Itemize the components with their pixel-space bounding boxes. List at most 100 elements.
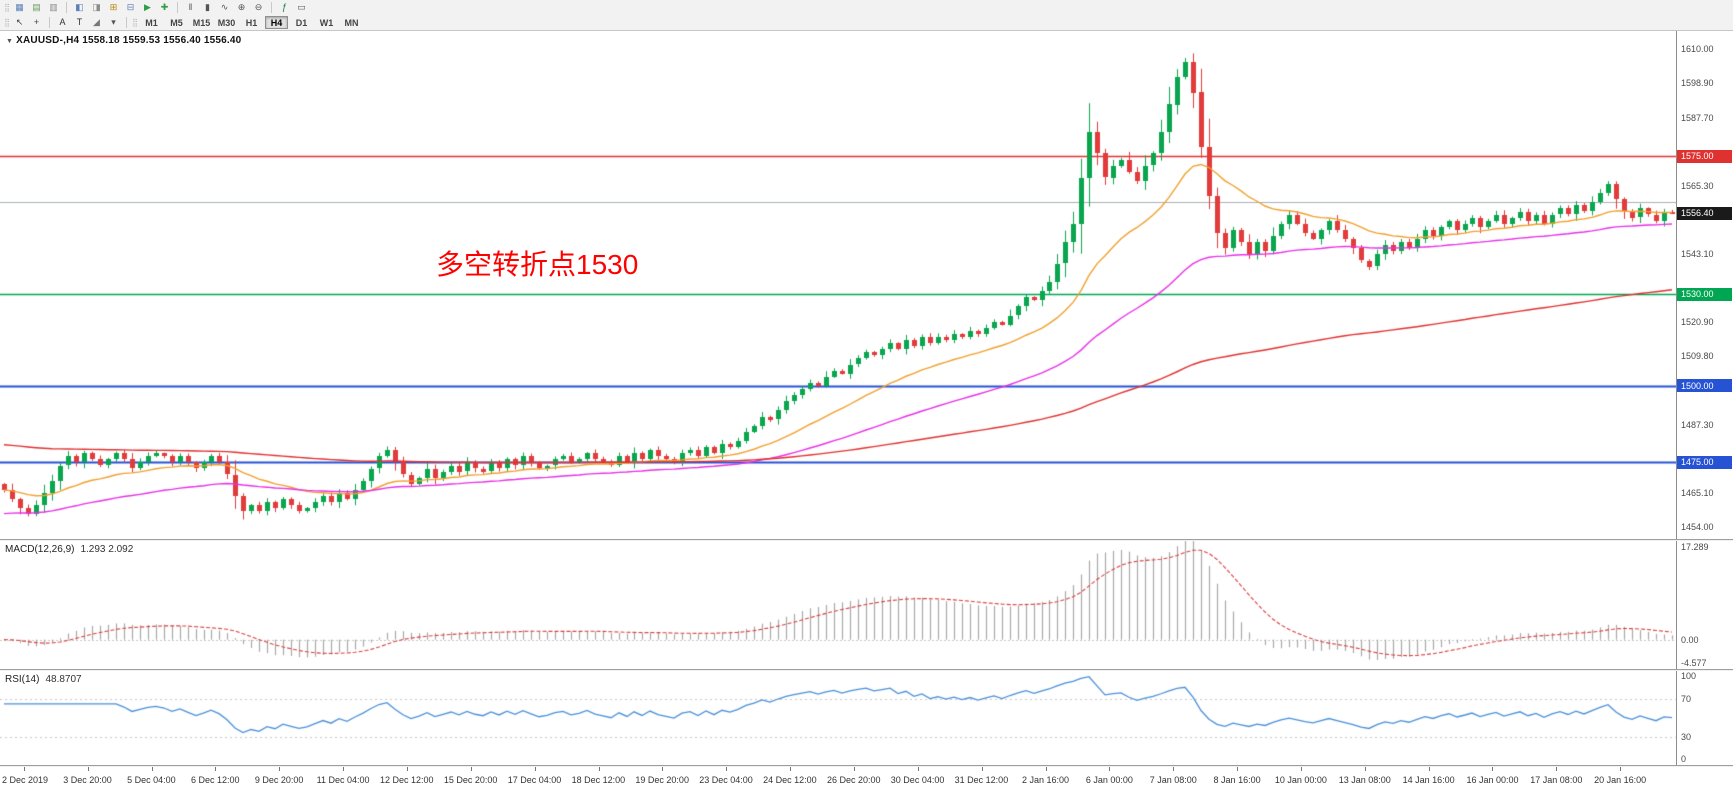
time-axis-tick bbox=[88, 767, 89, 771]
time-axis-label: 11 Dec 04:00 bbox=[316, 775, 370, 785]
line-chart-icon[interactable]: ∿ bbox=[220, 2, 229, 12]
chart-window: ▼ XAUUSD-,H4 1558.18 1559.53 1556.40 1556… bbox=[0, 31, 1733, 795]
toolbar-handle-icon: ⣿ bbox=[4, 2, 10, 12]
time-axis-label: 20 Jan 16:00 bbox=[1594, 775, 1647, 785]
crosshair-tool-icon[interactable]: + bbox=[33, 17, 40, 27]
time-axis-tick bbox=[1556, 767, 1557, 771]
time-axis-label: 26 Dec 20:00 bbox=[826, 775, 881, 785]
time-axis-label: 10 Jan 00:00 bbox=[1274, 775, 1327, 785]
toolbar-row-2: ⣿ ↖ + A T ◢ ▾ ⣿ M1 M5 M15 M30 H1 H4 D1 W1 MN bbox=[0, 15, 1733, 30]
price-axis-border bbox=[1676, 31, 1677, 793]
macd-panel: MACD(12,26,9) 1.293 2.092 17.289 0.00 -4.57… bbox=[0, 541, 1733, 669]
annotation-text[interactable]: 多空转折点1530 bbox=[436, 249, 639, 280]
chart-title: ▼ XAUUSD-,H4 1558.18 1559.53 1556.40 1556… bbox=[6, 35, 241, 46]
panel-separator[interactable] bbox=[0, 669, 1733, 671]
macd-label: MACD(12,26,9) 1.293 2.092 bbox=[5, 544, 133, 555]
bar-chart-icon[interactable]: ‖ bbox=[188, 2, 193, 12]
time-axis-label: 7 Jan 08:00 bbox=[1149, 775, 1197, 785]
time-axis-label: 5 Dec 04:00 bbox=[127, 775, 176, 785]
rsi-canvas[interactable] bbox=[0, 671, 1676, 765]
time-axis-tick bbox=[1237, 767, 1238, 771]
candlestick-chart-icon[interactable]: ▮ bbox=[205, 2, 210, 12]
price-badge-1556.40: 1556.40 bbox=[1677, 206, 1732, 220]
macd-canvas[interactable] bbox=[0, 541, 1676, 669]
time-axis[interactable]: 2 Dec 2019 3 Dec 20:00 5 Dec 04:00 6 Dec 12… bbox=[0, 767, 1733, 793]
time-axis-label: 24 Dec 12:00 bbox=[763, 775, 817, 785]
toolbar-separator bbox=[177, 2, 178, 13]
rsi-axis-tick: 70 bbox=[1681, 694, 1692, 705]
time-axis-tick bbox=[535, 767, 536, 771]
toolbar-separator bbox=[126, 17, 127, 28]
font-tool-icon[interactable]: T bbox=[76, 17, 83, 27]
new-chart-icon[interactable]: ✚ bbox=[160, 2, 169, 12]
macd-name: MACD(12,26,9) bbox=[5, 544, 75, 555]
shapes-tool-icon[interactable]: ◢ bbox=[93, 17, 100, 27]
time-axis-tick bbox=[471, 767, 472, 771]
price-badge-1475.00: 1475.00 bbox=[1677, 455, 1732, 469]
text-label-tool-icon[interactable]: A bbox=[59, 17, 66, 27]
time-axis-tick bbox=[1620, 767, 1621, 771]
timeframe-button-W1[interactable]: W1 bbox=[319, 17, 334, 28]
zoom-out-icon[interactable]: ⊖ bbox=[254, 2, 263, 12]
time-axis-label: 18 Dec 12:00 bbox=[571, 775, 626, 785]
time-axis-label: 15 Dec 20:00 bbox=[443, 775, 498, 785]
new-order-icon[interactable]: ▦ bbox=[15, 2, 24, 12]
price-chart-panel: ▼ XAUUSD-,H4 1558.18 1559.53 1556.40 1556… bbox=[0, 31, 1733, 539]
price-axis-tick: 1520.90 bbox=[1681, 317, 1714, 328]
timeframe-button-D1[interactable]: D1 bbox=[295, 17, 308, 28]
autotrading-icon[interactable]: ▶ bbox=[144, 2, 151, 12]
cursor-tool-icon[interactable]: ↖ bbox=[15, 17, 24, 27]
time-axis-tick bbox=[662, 767, 663, 771]
macd-axis-tick: 0.00 bbox=[1681, 634, 1699, 645]
price-axis-tick: 1565.30 bbox=[1681, 181, 1714, 192]
time-axis-label: 23 Dec 04:00 bbox=[699, 775, 753, 785]
timeframe-button-M5[interactable]: M5 bbox=[170, 17, 183, 28]
toolbar-handle-icon: ⣿ bbox=[132, 17, 138, 27]
indicators-icon[interactable]: ƒ bbox=[281, 2, 287, 12]
time-axis-label: 2 Dec 2019 bbox=[2, 775, 49, 785]
data-window-icon[interactable]: ◨ bbox=[92, 2, 101, 12]
charts-grid-icon[interactable]: ▤ bbox=[32, 2, 41, 12]
time-axis-tick bbox=[854, 767, 855, 771]
rsi-label: RSI(14) 48.8707 bbox=[5, 674, 82, 685]
panel-separator[interactable] bbox=[0, 539, 1733, 541]
macd-values: 1.293 2.092 bbox=[80, 544, 134, 555]
time-axis-label: 17 Jan 08:00 bbox=[1530, 775, 1583, 785]
time-axis-label: 9 Dec 20:00 bbox=[254, 775, 304, 785]
timeframe-button-M30[interactable]: M30 bbox=[217, 17, 236, 28]
terminal-icon[interactable]: ⊟ bbox=[126, 2, 135, 12]
time-axis-tick bbox=[1429, 767, 1430, 771]
timeframe-button-M15[interactable]: M15 bbox=[192, 17, 211, 28]
timeframe-button-MN[interactable]: MN bbox=[344, 17, 359, 28]
toolbar-separator bbox=[271, 2, 272, 13]
time-axis-label: 3 Dec 20:00 bbox=[63, 775, 112, 785]
time-axis-label: 2 Jan 16:00 bbox=[1022, 775, 1070, 785]
macd-axis-tick: -4.577 bbox=[1681, 658, 1707, 668]
timeframe-button-H4[interactable]: H4 bbox=[265, 16, 288, 29]
time-axis-tick bbox=[1492, 767, 1493, 771]
market-watch-icon[interactable]: ◧ bbox=[75, 2, 84, 12]
price-axis-tick: 1487.30 bbox=[1681, 419, 1714, 430]
price-axis-tick: 1587.70 bbox=[1681, 112, 1714, 123]
price-badge-1530.00: 1530.00 bbox=[1677, 287, 1732, 301]
collapse-triangle-icon[interactable]: ▼ bbox=[6, 38, 14, 45]
toolbar-separator bbox=[49, 17, 50, 28]
toolbar-row-1: ⣿ ▦ ▤ ▥ ◧ ◨ ⊞ ⊟ ▶ ✚ ‖ ▮ ∿ ⊕ ⊖ ƒ ▭ bbox=[0, 0, 1733, 15]
profiles-icon[interactable]: ▥ bbox=[49, 2, 58, 12]
time-axis-tick bbox=[790, 767, 791, 771]
zoom-in-icon[interactable]: ⊕ bbox=[237, 2, 246, 12]
timeframe-button-H1[interactable]: H1 bbox=[245, 17, 258, 28]
toolbar-separator bbox=[66, 2, 67, 13]
rsi-axis-tick: 100 bbox=[1681, 671, 1697, 681]
time-axis-label: 30 Dec 04:00 bbox=[890, 775, 945, 785]
timeframe-button-M1[interactable]: M1 bbox=[145, 17, 158, 28]
templates-icon[interactable]: ▭ bbox=[297, 2, 306, 12]
toolbar: ⣿ ▦ ▤ ▥ ◧ ◨ ⊞ ⊟ ▶ ✚ ‖ ▮ ∿ ⊕ ⊖ ƒ ▭ ⣿ ↖ + A T ◢ ▾ ⣿ M1 M5 M15 M30 H1 H4… bbox=[0, 0, 1733, 31]
time-axis-label: 13 Jan 08:00 bbox=[1338, 775, 1391, 785]
time-axis-tick bbox=[343, 767, 344, 771]
price-axis-tick: 1598.90 bbox=[1681, 78, 1714, 89]
navigator-icon[interactable]: ⊞ bbox=[109, 2, 118, 12]
price-chart-canvas[interactable] bbox=[0, 31, 1676, 539]
shapes-dropdown-icon[interactable]: ▾ bbox=[111, 17, 116, 27]
